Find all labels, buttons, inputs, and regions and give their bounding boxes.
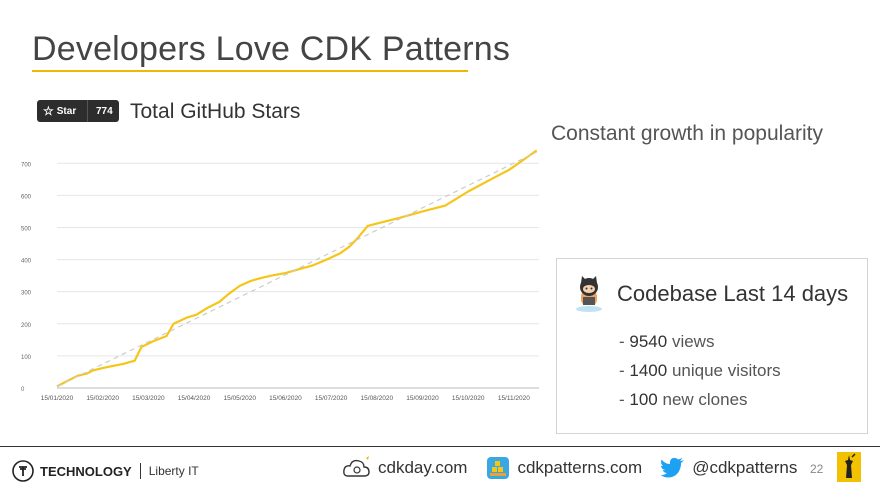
badge-divider <box>87 100 88 122</box>
y-tick-label: 0 <box>21 387 25 393</box>
liberty-torch-icon <box>12 460 34 482</box>
x-tick-label: 15/08/2020 <box>361 395 394 402</box>
y-tick-label: 400 <box>21 259 32 265</box>
statue-logo <box>837 452 861 482</box>
stat-item: - 9540 views <box>619 327 781 356</box>
codebase-panel: Codebase Last 14 days - 9540 views - 140… <box>556 258 868 434</box>
x-tick-label: 15/07/2020 <box>315 395 348 402</box>
footer-divider <box>0 446 880 447</box>
link-cdkpatterns[interactable]: cdkpatterns.com <box>485 455 642 481</box>
codebase-header: Codebase Last 14 days <box>571 275 848 313</box>
stat-number: 1400 <box>629 361 668 380</box>
x-tick-label: 15/02/2020 <box>86 395 119 402</box>
github-star-button[interactable]: ☆ Star 774 <box>37 100 119 122</box>
statue-of-liberty-icon <box>845 453 856 478</box>
y-tick-label: 200 <box>21 323 32 329</box>
link-cdkpatterns-text: cdkpatterns.com <box>517 458 643 477</box>
star-part: ☆ Star <box>37 104 87 118</box>
x-tick-label: 15/06/2020 <box>269 395 302 402</box>
codebase-title: Codebase Last 14 days <box>617 281 849 306</box>
stat-bullet: - <box>619 332 630 351</box>
x-tick-label: 15/03/2020 <box>132 395 165 402</box>
y-tick-label: 100 <box>21 355 32 361</box>
y-tick-label: 700 <box>21 162 32 168</box>
stats-list: - 9540 views - 1400 unique visitors - 10… <box>619 327 781 414</box>
title-underline <box>32 70 468 72</box>
x-tick-label: 15/04/2020 <box>178 395 211 402</box>
page-number: 22 <box>810 462 824 476</box>
star-label: Star <box>56 105 77 117</box>
stat-number: 100 <box>629 390 658 409</box>
brand-name: TECHNOLOGY <box>40 463 132 479</box>
x-tick-label: 15/01/2020 <box>41 395 74 402</box>
link-cdkday-text: cdkday.com <box>378 458 468 477</box>
growth-caption: Constant growth in popularity <box>551 122 823 145</box>
stat-label: views <box>667 332 715 351</box>
stat-bullet: - <box>619 361 630 380</box>
y-tick-label: 600 <box>21 194 32 200</box>
link-twitter[interactable]: @cdkpatterns <box>660 457 797 479</box>
footer-links: cdkday.com cdkpatterns.com @cdkpatterns <box>342 455 815 481</box>
chart-title: Total GitHub Stars <box>130 100 301 123</box>
stat-item: - 100 new clones <box>619 385 781 414</box>
link-cdkday[interactable]: cdkday.com <box>342 455 467 481</box>
brand-separator <box>139 463 141 479</box>
y-tick-label: 500 <box>21 226 32 232</box>
series-line <box>56 149 538 388</box>
octocat-icon <box>576 276 602 312</box>
x-tick-label: 15/05/2020 <box>223 395 256 402</box>
link-twitter-text: @cdkpatterns <box>692 458 798 477</box>
package-icon <box>487 457 510 479</box>
x-tick-label: 15/10/2020 <box>452 395 485 402</box>
slide-title: Developers Love CDK Patterns <box>32 30 511 68</box>
stat-label: unique visitors <box>667 361 781 380</box>
cloud-icon <box>343 456 370 477</box>
x-tick-label: 15/09/2020 <box>406 395 439 402</box>
y-tick-label: 300 <box>21 291 32 297</box>
stat-number: 9540 <box>629 332 668 351</box>
x-tick-label: 15/11/2020 <box>498 395 530 402</box>
trend-line <box>56 151 537 387</box>
star-count: 774 <box>96 105 113 117</box>
twitter-bird-icon <box>660 457 685 478</box>
stars-line-chart: 0 100 200 300 400 500 600 700 15/01/2020 15/02/20… <box>21 149 539 402</box>
stat-bullet: - <box>619 390 630 409</box>
stat-label: new clones <box>657 390 748 409</box>
star-icon: ☆ <box>43 104 54 118</box>
brand-subname: Liberty IT <box>148 464 199 478</box>
brand-logo: TECHNOLOGY Liberty IT <box>12 460 199 482</box>
stat-item: - 1400 unique visitors <box>619 356 781 385</box>
